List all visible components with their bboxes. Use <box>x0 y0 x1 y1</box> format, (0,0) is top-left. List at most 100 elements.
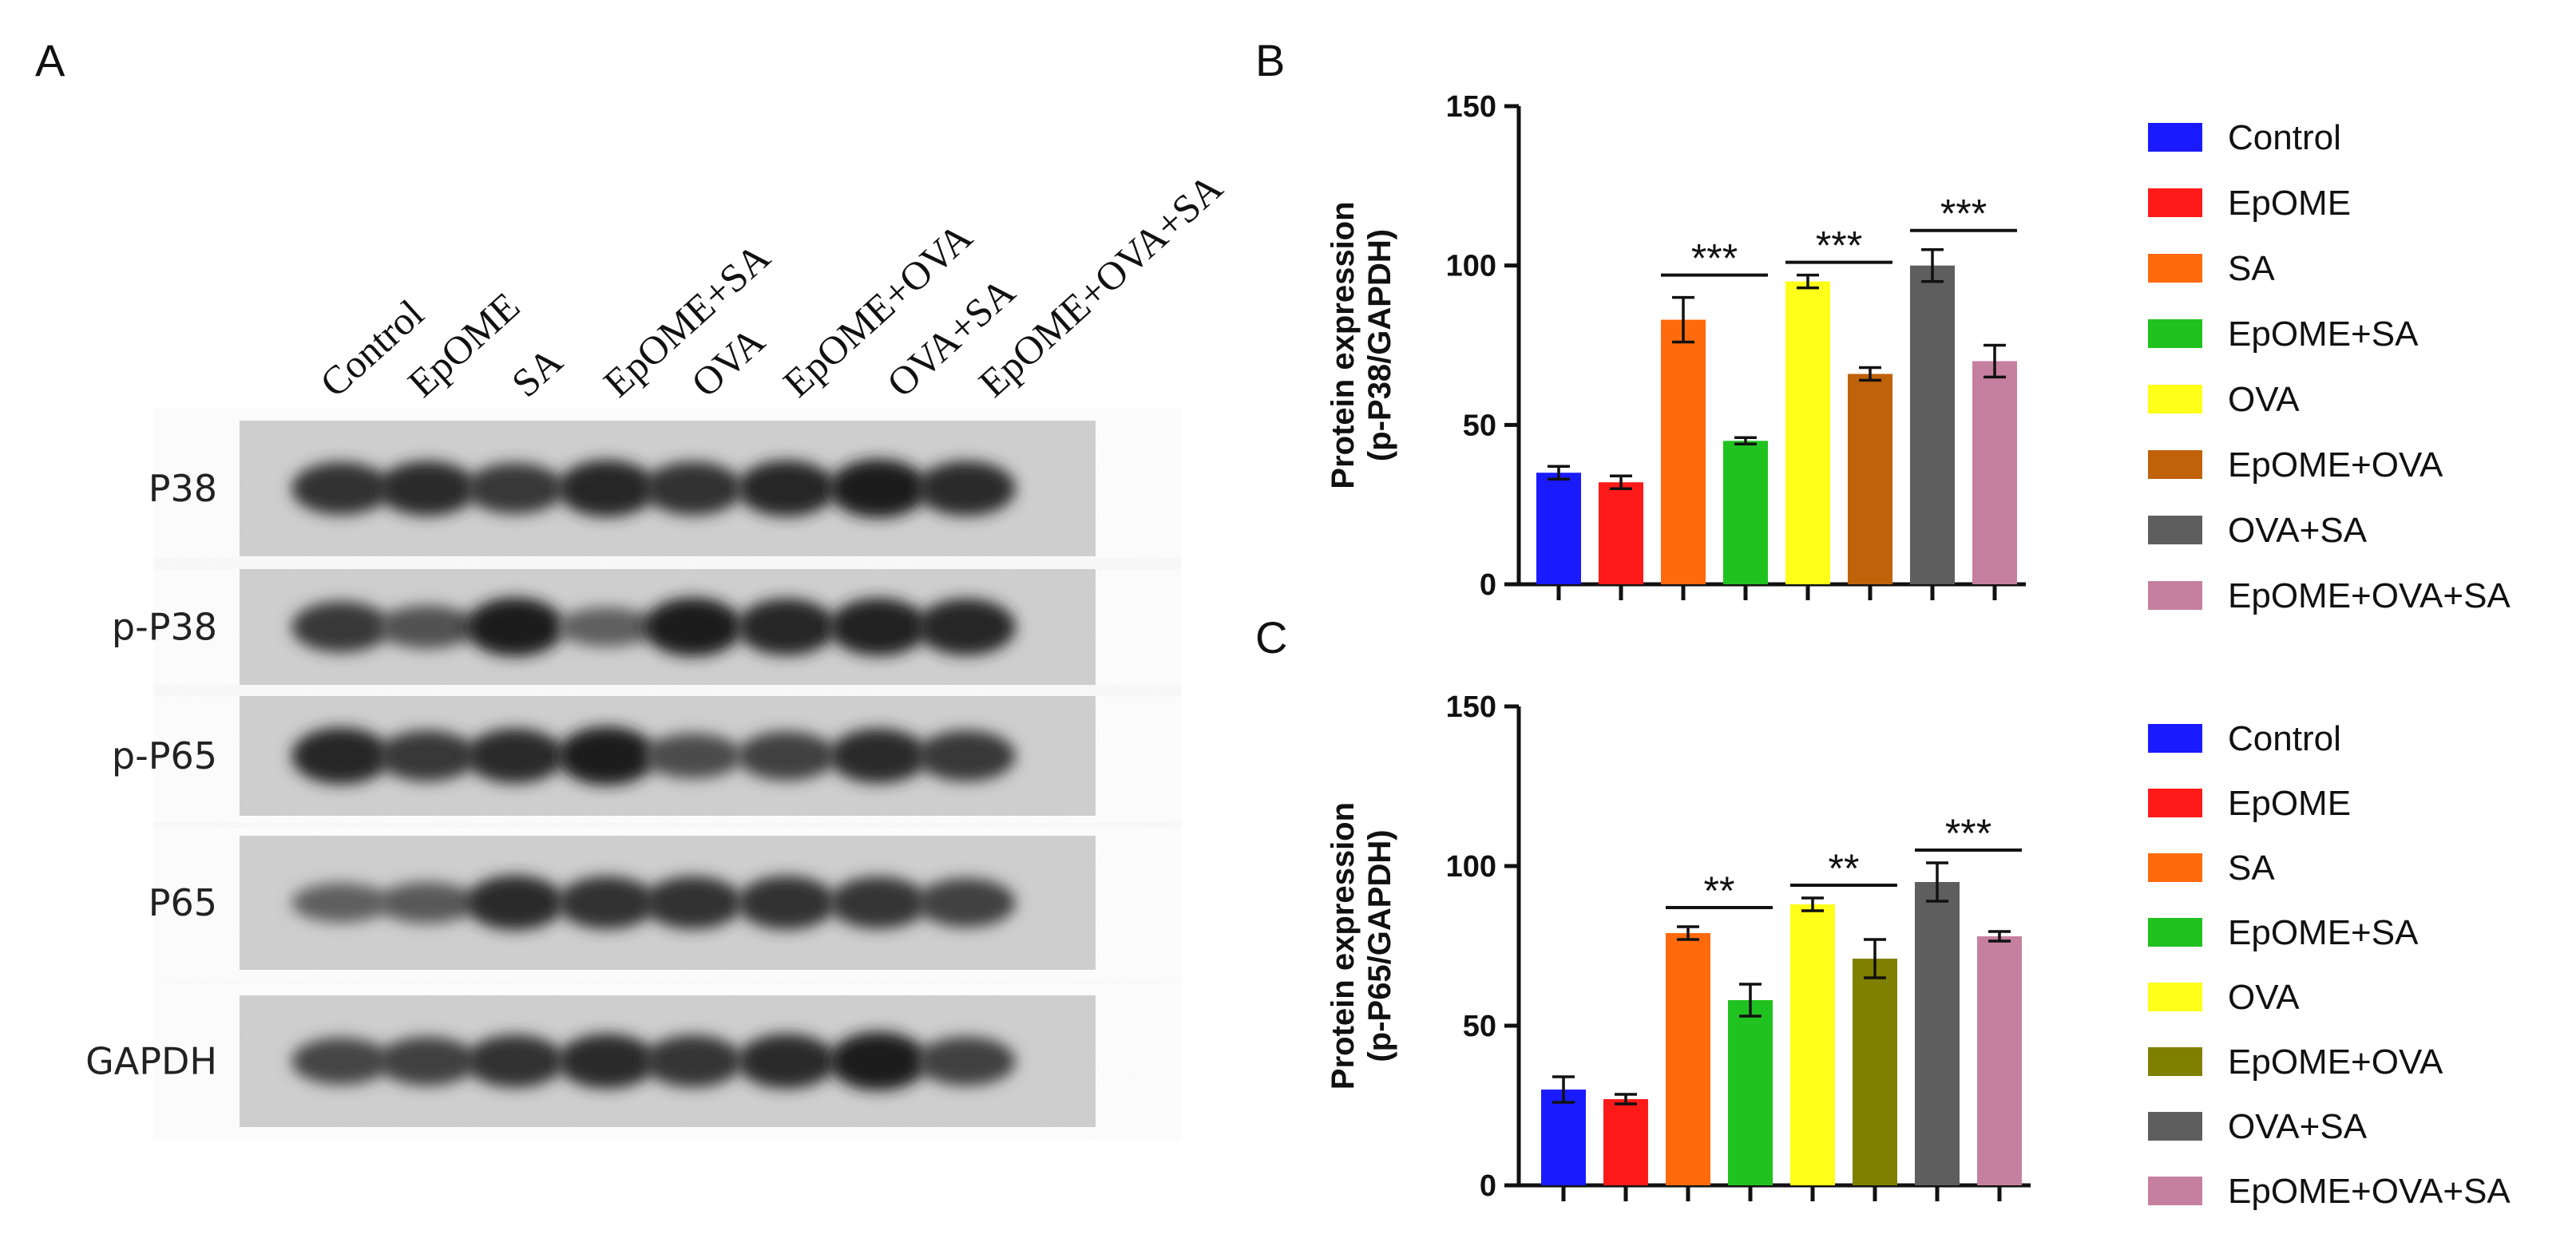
row-label-p38: P38 <box>149 467 217 510</box>
y-tick-label: 0 <box>1480 568 1496 602</box>
legend-item-epome: EpOME <box>2148 784 2351 823</box>
band-p-p38-ova <box>644 597 743 657</box>
legend-item-epome: EpOME <box>2148 184 2351 223</box>
panel-a-letter: A <box>35 35 65 85</box>
band-p65-epome-plus-ova <box>737 876 836 930</box>
band-p38-epome <box>378 461 477 516</box>
legend-item-sa: SA <box>2148 848 2275 888</box>
error-bar-epome <box>1610 474 1632 490</box>
legend-swatch <box>2148 1047 2202 1076</box>
legend-swatch <box>2148 983 2202 1011</box>
bar-epome-plus-ova-plus-sa <box>1977 936 2022 1185</box>
panel-c-letter: C <box>1255 612 1287 663</box>
y-tick-label: 0 <box>1480 1169 1496 1203</box>
band-gapdh-epome-plus-sa <box>557 1034 656 1089</box>
band-p-p65-epome <box>378 730 477 781</box>
legend-swatch <box>2148 385 2202 413</box>
bar-epome-plus-sa <box>1723 441 1768 584</box>
legend-swatch <box>2148 450 2202 479</box>
band-p38-sa <box>466 463 565 514</box>
chart-panel-c: C 0 50 100 150 Protein expression(p-P65/GAPD… <box>1255 612 2511 1211</box>
lane-label-epome-plus-sa: EpOME+SA <box>595 234 779 405</box>
error-bar-epome-plus-ova <box>1864 938 1886 979</box>
band-p-p38-epome-plus-ova-plus-sa <box>917 598 1016 656</box>
legend-label: EpOME <box>2228 184 2351 223</box>
lane-label-sa: SA <box>503 338 571 405</box>
y-tick-label: 50 <box>1463 1010 1496 1043</box>
legend-item-control: Control <box>2148 719 2341 758</box>
legend-label: OVA+SA <box>2228 511 2368 550</box>
band-p-p65-epome-plus-sa <box>557 726 656 785</box>
band-p-p38-control <box>291 601 390 653</box>
legend-item-epome-plus-ova: EpOME+OVA <box>2148 445 2443 485</box>
y-axis-title-line: Protein expression <box>1326 201 1361 489</box>
error-bar-ova <box>1797 273 1819 290</box>
significance-label: *** <box>1816 223 1862 268</box>
legend-swatch <box>2148 789 2202 817</box>
legend-swatch <box>2148 724 2202 753</box>
legend-item-epome-plus-sa: EpOME+SA <box>2148 913 2419 952</box>
blot-row-p65: P65 <box>149 836 1096 970</box>
legend-item-ova: OVA <box>2148 978 2300 1017</box>
band-p-p65-ova-plus-sa <box>829 728 928 784</box>
band-p-p65-sa <box>466 728 565 784</box>
band-p38-epome-plus-sa <box>557 460 656 517</box>
legend-label: Control <box>2228 118 2341 157</box>
band-p65-epome-plus-ova-plus-sa <box>917 878 1016 928</box>
row-label-p-p38: p-P38 <box>112 606 217 649</box>
legend-label: OVA <box>2228 380 2300 419</box>
legend-item-epome-plus-ova-plus-sa: EpOME+OVA+SA <box>2148 1172 2511 1211</box>
blot-row-p-p38: p-P38 <box>112 569 1096 685</box>
legend-label: EpOME+OVA+SA <box>2228 1172 2511 1211</box>
band-gapdh-ova-plus-sa <box>829 1031 928 1091</box>
legend-item-ova: OVA <box>2148 380 2300 419</box>
band-p-p65-ova <box>644 733 743 779</box>
row-label-p-p65: p-P65 <box>112 734 217 777</box>
y-tick-label: 100 <box>1446 250 1496 283</box>
error-bar-ova <box>1801 896 1824 912</box>
legend-label: EpOME+OVA <box>2228 1042 2443 1082</box>
error-bar-control <box>1552 1075 1575 1104</box>
legend-swatch <box>2148 1112 2202 1141</box>
legend-label: SA <box>2228 249 2275 288</box>
bar-sa <box>1666 933 1710 1185</box>
legend-item-control: Control <box>2148 118 2341 157</box>
error-bar-epome-plus-ova-plus-sa <box>1988 930 2011 943</box>
y-axis-title: Protein expression(p-P65/GAPDH) <box>1326 802 1397 1090</box>
bar-epome <box>1603 1099 1648 1185</box>
band-p-p38-epome <box>378 605 477 649</box>
band-p65-epome <box>378 882 477 924</box>
row-label-gapdh: GAPDH <box>85 1040 217 1083</box>
band-gapdh-epome-plus-ova <box>737 1034 836 1089</box>
bar-control <box>1536 473 1581 584</box>
y-tick-label: 50 <box>1463 409 1496 442</box>
error-bar-sa <box>1672 295 1694 344</box>
band-gapdh-sa <box>466 1034 565 1088</box>
error-bar-ova-plus-sa <box>1926 861 1948 903</box>
legend-label: EpOME <box>2228 784 2351 823</box>
legend-label: EpOME+OVA <box>2228 445 2443 485</box>
y-axis-title-line: (p-P65/GAPDH) <box>1362 829 1397 1062</box>
band-gapdh-epome-plus-ova-plus-sa <box>917 1036 1016 1086</box>
significance-label: *** <box>1940 192 1987 236</box>
band-p38-ova <box>644 461 743 516</box>
legend-swatch <box>2148 254 2202 283</box>
legend-label: EpOME+SA <box>2228 913 2419 952</box>
y-tick-label: 150 <box>1446 90 1496 124</box>
bar-ova-plus-sa <box>1915 882 1960 1185</box>
band-p38-epome-plus-ova <box>737 460 836 517</box>
band-p-p65-epome-plus-ova-plus-sa <box>917 730 1016 781</box>
band-gapdh-control <box>291 1037 390 1086</box>
legend-swatch <box>2148 188 2202 217</box>
error-bar-epome-plus-sa <box>1739 983 1762 1018</box>
legend-swatch <box>2148 123 2202 152</box>
band-p65-epome-plus-sa <box>557 876 656 930</box>
legend-swatch <box>2148 516 2202 544</box>
legend-label: SA <box>2228 848 2275 888</box>
y-tick-label: 150 <box>1446 690 1496 724</box>
significance-label: ** <box>1704 868 1735 913</box>
significance-label: ** <box>1829 846 1860 891</box>
blot-row-p38: P38 <box>149 421 1096 556</box>
